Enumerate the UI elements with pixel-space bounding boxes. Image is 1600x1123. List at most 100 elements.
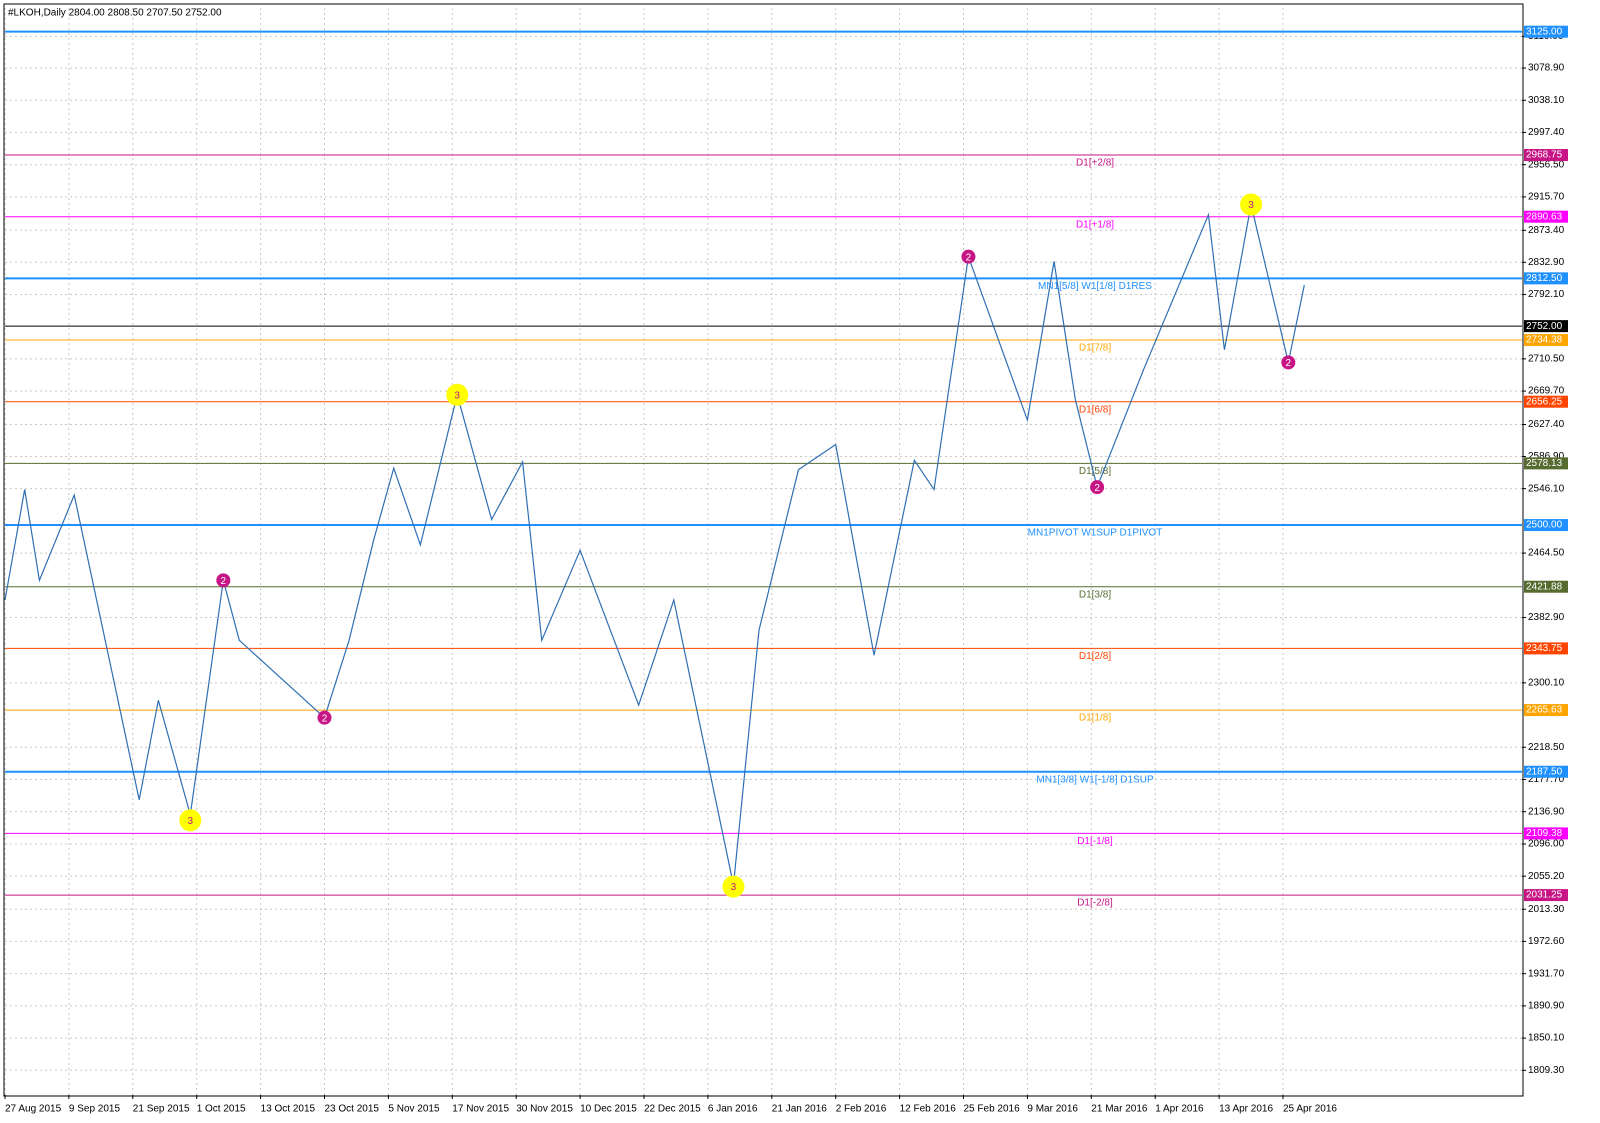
x-tick-label: 30 Nov 2015	[516, 1104, 573, 1115]
level-name: MN1PIVOT W1SUP D1PIVOT	[1028, 528, 1163, 539]
x-tick-label: 21 Sep 2015	[133, 1104, 190, 1115]
level-price: 2109.38	[1526, 828, 1563, 839]
y-tick-label: 1850.10	[1528, 1033, 1565, 1044]
wave-marker	[961, 249, 976, 264]
y-tick-label: 1890.90	[1528, 1001, 1565, 1012]
level-price: 2187.50	[1526, 766, 1563, 777]
y-tick-label: 1809.30	[1528, 1065, 1565, 1076]
level-tag	[1524, 334, 1568, 347]
x-tick-label: 5 Nov 2015	[388, 1104, 440, 1115]
wave-label: 3	[1248, 200, 1254, 211]
y-tick-label: 2792.10	[1528, 289, 1565, 300]
y-tick-label: 2177.70	[1528, 774, 1565, 785]
y-tick-label: 2586.90	[1528, 451, 1565, 462]
level-price: 2812.50	[1526, 273, 1563, 284]
level-price: 2752.00	[1526, 321, 1563, 332]
level-tag	[1524, 395, 1568, 408]
wave-marker	[722, 875, 745, 898]
x-tick-label: 9 Mar 2016	[1027, 1104, 1078, 1115]
x-tick-label: 2 Feb 2016	[836, 1104, 887, 1115]
x-tick-label: 21 Mar 2016	[1091, 1104, 1148, 1115]
x-tick-label: 21 Jan 2016	[772, 1104, 827, 1115]
level-price: 2343.75	[1526, 643, 1563, 654]
x-tick-label: 1 Apr 2016	[1155, 1104, 1204, 1115]
wave-label: 3	[731, 882, 737, 893]
x-tick-label: 25 Feb 2016	[964, 1104, 1021, 1115]
y-tick-label: 2956.50	[1528, 159, 1565, 170]
x-tick-label: 6 Jan 2016	[708, 1104, 758, 1115]
x-tick-label: 1 Oct 2015	[197, 1104, 246, 1115]
wave-label: 2	[1094, 483, 1100, 494]
y-tick-label: 2300.10	[1528, 677, 1565, 688]
wave-label: 2	[221, 576, 227, 587]
x-tick-label: 9 Sep 2015	[69, 1104, 121, 1115]
wave-marker	[317, 710, 332, 725]
level-tag	[1524, 704, 1568, 717]
y-tick-label: 2464.50	[1528, 548, 1565, 559]
x-tick-label: 13 Apr 2016	[1219, 1104, 1273, 1115]
level-price: 2265.63	[1526, 705, 1563, 716]
x-tick-label: 27 Aug 2015	[5, 1104, 62, 1115]
level-tag	[1524, 272, 1568, 285]
wave-label: 2	[322, 713, 328, 724]
wave-marker	[179, 809, 202, 832]
level-tag	[1524, 765, 1568, 778]
y-tick-label: 2915.70	[1528, 192, 1565, 203]
level-tag	[1524, 642, 1568, 655]
x-tick-label: 10 Dec 2015	[580, 1104, 637, 1115]
y-tick-label: 2382.90	[1528, 612, 1565, 623]
level-name: D1[1/8]	[1079, 713, 1111, 724]
y-tick-label: 2055.20	[1528, 871, 1565, 882]
level-price: 2656.25	[1526, 396, 1563, 407]
level-price: 2734.38	[1526, 335, 1563, 346]
zigzag-line	[4, 204, 1305, 886]
y-tick-label: 1931.70	[1528, 968, 1565, 979]
level-tag	[1524, 320, 1568, 333]
wave-marker	[216, 573, 231, 588]
level-price: 2968.75	[1526, 150, 1563, 161]
level-tag	[1524, 25, 1568, 38]
wave-marker	[446, 383, 469, 406]
level-tag	[1524, 580, 1568, 593]
wave-marker	[1240, 193, 1263, 216]
x-tick-label: 22 Dec 2015	[644, 1104, 701, 1115]
wave-label: 2	[1286, 358, 1292, 369]
x-tick-label: 23 Oct 2015	[325, 1104, 380, 1115]
level-tag	[1524, 889, 1568, 902]
level-tag	[1524, 457, 1568, 470]
level-tag	[1524, 519, 1568, 532]
y-tick-label: 2013.30	[1528, 904, 1565, 915]
x-tick-label: 13 Oct 2015	[261, 1104, 316, 1115]
x-tick-label: 17 Nov 2015	[452, 1104, 509, 1115]
y-tick-label: 2136.90	[1528, 806, 1565, 817]
wave-label: 3	[188, 816, 194, 827]
level-name: D1[2/8]	[1079, 651, 1111, 662]
plot-frame	[3, 3, 1524, 1097]
wave-label: 2	[966, 252, 972, 263]
level-price: 3125.00	[1526, 26, 1563, 37]
level-name: D1[3/8]	[1079, 589, 1111, 600]
level-name: MN1[5/8] W1[1/8] D1RES	[1038, 281, 1152, 292]
y-tick-label: 3038.10	[1528, 95, 1565, 106]
wave-marker	[1281, 355, 1296, 370]
level-price: 2421.88	[1526, 581, 1563, 592]
chart-title: #LKOH,Daily 2804.00 2808.50 2707.50 2752…	[8, 8, 222, 19]
y-tick-label: 3078.90	[1528, 63, 1565, 74]
level-price: 2578.13	[1526, 458, 1563, 469]
wave-marker	[1090, 480, 1105, 495]
x-tick-label: 25 Apr 2016	[1283, 1104, 1337, 1115]
y-tick-label: 2997.40	[1528, 127, 1565, 138]
level-price: 2890.63	[1526, 211, 1563, 222]
y-tick-label: 2096.00	[1528, 839, 1565, 850]
level-price: 2031.25	[1526, 890, 1563, 901]
level-tag	[1524, 149, 1568, 162]
level-name: D1[+1/8]	[1076, 219, 1114, 230]
level-name: MN1[3/8] W1[-1/8] D1SUP	[1036, 774, 1154, 785]
level-name: D1[6/8]	[1079, 404, 1111, 415]
x-tick-label: 12 Feb 2016	[900, 1104, 957, 1115]
level-name: D1[+2/8]	[1076, 158, 1114, 169]
level-tag	[1524, 827, 1568, 840]
y-tick-label: 1972.60	[1528, 936, 1565, 947]
level-name: D1[-2/8]	[1077, 898, 1113, 909]
level-tag	[1524, 210, 1568, 223]
